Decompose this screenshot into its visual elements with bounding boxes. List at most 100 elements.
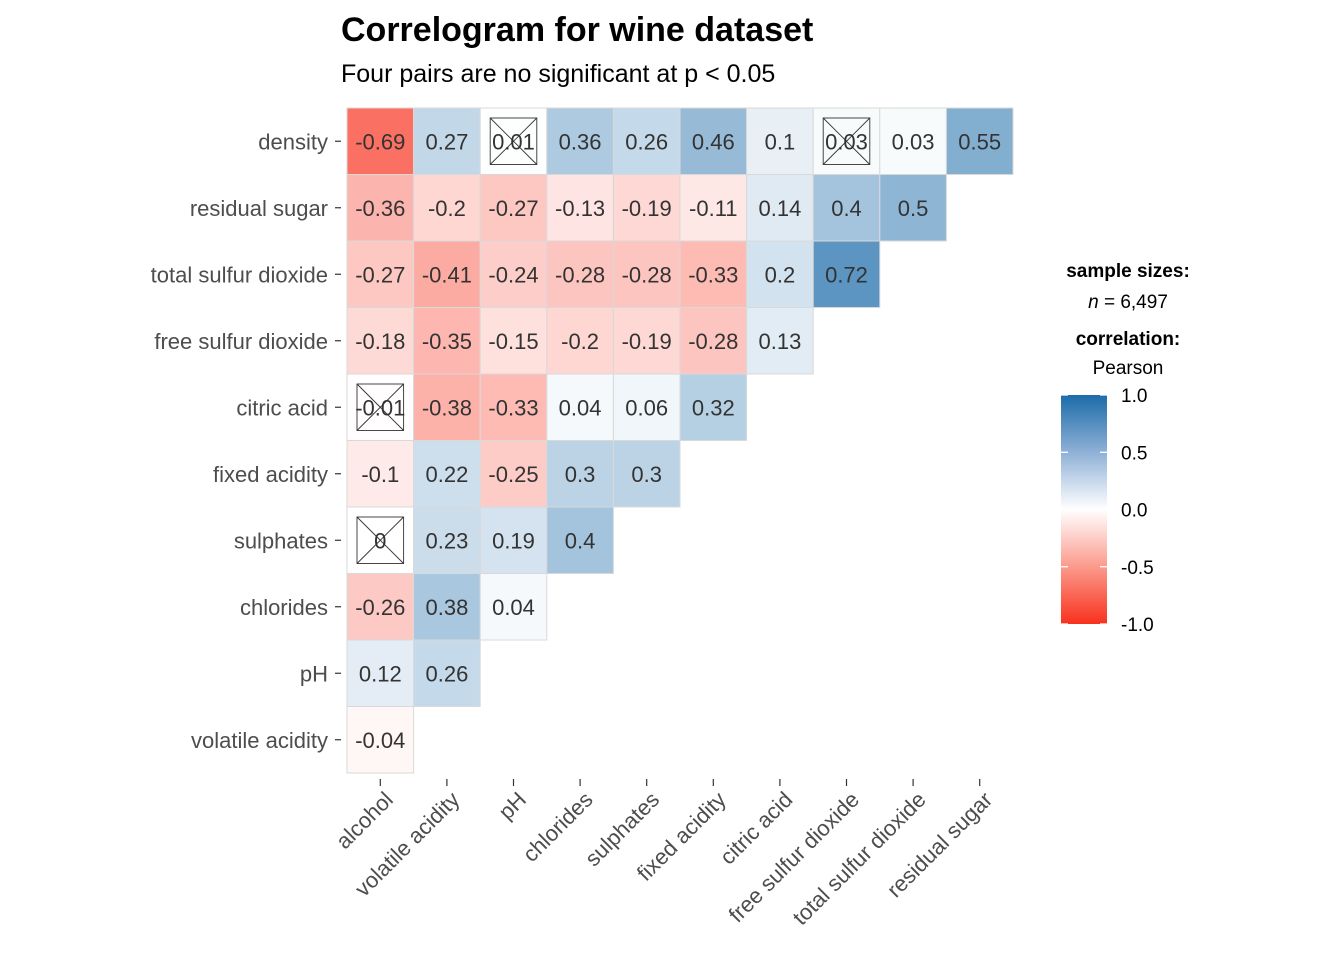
heatmap-cell bbox=[413, 573, 481, 641]
cell-value-label: 0.13 bbox=[758, 329, 801, 354]
y-tick-label: volatile acidity bbox=[191, 728, 328, 753]
legend-tick-label: -1.0 bbox=[1121, 615, 1154, 636]
cell-value-label: 0.14 bbox=[758, 196, 801, 221]
cell-value-label: -0.38 bbox=[422, 395, 472, 420]
heatmap-cell bbox=[346, 107, 415, 175]
cell-value-label: -0.18 bbox=[355, 329, 405, 354]
cell-value-label: 0.5 bbox=[898, 196, 929, 221]
cell-value-label: -0.33 bbox=[488, 395, 538, 420]
heatmap-cell bbox=[679, 174, 748, 242]
cell-value-label: -0.2 bbox=[561, 329, 599, 354]
cell-value-label: 0.26 bbox=[625, 129, 668, 154]
cell-value-label: -0.28 bbox=[555, 262, 605, 287]
cell-value-label: -0.33 bbox=[688, 262, 738, 287]
chart-title: Correlogram for wine dataset bbox=[341, 11, 813, 49]
cell-value-label: 0.3 bbox=[631, 462, 662, 487]
heatmap-cell bbox=[679, 107, 748, 175]
heatmap-cell bbox=[679, 307, 748, 375]
legend-tick-label: 0.0 bbox=[1121, 501, 1147, 522]
cell-value-label: -0.35 bbox=[422, 329, 472, 354]
heatmap-cell bbox=[413, 506, 481, 574]
heatmap-cell bbox=[346, 240, 415, 308]
cell-value-label: 0.36 bbox=[559, 129, 602, 154]
legend-method: Pearson bbox=[1093, 358, 1164, 379]
cell-value-label: 0.38 bbox=[425, 595, 468, 620]
cell-value-label: -0.69 bbox=[355, 129, 405, 154]
cell-value-label: 0.26 bbox=[425, 661, 468, 686]
cell-value-label: -0.27 bbox=[488, 196, 538, 221]
cell-value-label: 0.32 bbox=[692, 395, 735, 420]
heatmap-cell bbox=[413, 639, 481, 707]
heatmap-cell bbox=[346, 706, 415, 774]
heatmap-cell bbox=[413, 107, 481, 175]
heatmap-cell bbox=[612, 373, 681, 441]
cell-value-label: -0.19 bbox=[622, 196, 672, 221]
cell-value-label: 0.12 bbox=[359, 661, 402, 686]
heatmap-cell bbox=[679, 373, 748, 441]
y-tick-label: pH bbox=[300, 661, 328, 686]
x-tick-label: pH bbox=[493, 787, 531, 825]
cell-value-label: 0.27 bbox=[425, 129, 468, 154]
heatmap-cell bbox=[479, 307, 548, 375]
cell-value-label: -0.26 bbox=[355, 595, 405, 620]
cell-value-label: 0.3 bbox=[565, 462, 596, 487]
cell-value-label: 0.22 bbox=[425, 462, 468, 487]
cell-value-label: -0.36 bbox=[355, 196, 405, 221]
cell-value-label: -0.25 bbox=[488, 462, 538, 487]
cell-value-label: -0.24 bbox=[488, 262, 538, 287]
cell-value-label: -0.19 bbox=[622, 329, 672, 354]
y-axis: density residual sugar total sulfur dioxid… bbox=[151, 129, 341, 753]
heatmap-cell bbox=[413, 440, 481, 508]
cell-value-label: 0.23 bbox=[425, 528, 468, 553]
y-tick-label: residual sugar bbox=[190, 196, 328, 221]
heatmap-cell bbox=[413, 174, 481, 242]
cell-value-label: 0.19 bbox=[492, 528, 535, 553]
heatmap-cell bbox=[879, 107, 947, 175]
legend-tick-label: 1.0 bbox=[1121, 386, 1147, 407]
legend-sample-title: sample sizes: bbox=[1066, 261, 1190, 282]
y-tick-label: sulphates bbox=[234, 528, 328, 553]
heatmap-cell bbox=[546, 240, 614, 308]
cell-value-label: 0.2 bbox=[765, 262, 796, 287]
cell-value-label: 0.04 bbox=[559, 395, 602, 420]
heatmap-cell bbox=[612, 107, 681, 175]
cell-value-label: -0.11 bbox=[689, 196, 738, 221]
cell-value-label: 0.03 bbox=[892, 129, 935, 154]
heatmap-cell bbox=[346, 639, 415, 707]
heatmap-cell bbox=[746, 174, 814, 242]
cell-value-label: 0.4 bbox=[565, 528, 596, 553]
legend-sample-size: n = 6,497 bbox=[1088, 292, 1168, 313]
cell-value-label: 0.72 bbox=[825, 262, 868, 287]
non-significant-cross bbox=[822, 117, 871, 165]
y-tick-label: density bbox=[258, 129, 328, 154]
cell-value-label: 0.1 bbox=[765, 129, 796, 154]
cell-value-label: -0.28 bbox=[622, 262, 672, 287]
heatmap-cell bbox=[812, 174, 881, 242]
legend-ticks: 1.0 0.5 0.0 -0.5 -1.0 bbox=[1061, 386, 1154, 636]
heatmap-cell bbox=[546, 506, 614, 574]
cell-value-label: 0.55 bbox=[958, 129, 1001, 154]
heatmap-cell bbox=[812, 240, 881, 308]
heatmap-cell bbox=[612, 440, 681, 508]
cell-value-label: -0.28 bbox=[688, 329, 738, 354]
heatmap-cell bbox=[679, 240, 748, 308]
heatmap-cell bbox=[612, 307, 681, 375]
heatmap-cells: -0.690.270.010.360.260.460.10.030.030.55… bbox=[346, 107, 1014, 774]
cell-value-label: 0.04 bbox=[492, 595, 535, 620]
x-tick-label: alcohol bbox=[331, 787, 398, 854]
legend-n-label: n bbox=[1088, 292, 1099, 313]
y-tick-label: fixed acidity bbox=[213, 462, 328, 487]
cell-value-label: -0.2 bbox=[428, 196, 466, 221]
cell-value-label: -0.13 bbox=[555, 196, 605, 221]
legend-tick-label: 0.5 bbox=[1121, 443, 1147, 464]
heatmap-cell bbox=[479, 506, 548, 574]
y-tick-label: total sulfur dioxide bbox=[151, 262, 328, 287]
heatmap-cell bbox=[546, 440, 614, 508]
heatmap-cell bbox=[945, 107, 1014, 175]
non-significant-cross bbox=[489, 117, 538, 165]
heatmap-cell bbox=[479, 373, 548, 441]
heatmap-cell bbox=[546, 373, 614, 441]
cell-value-label: 0.4 bbox=[831, 196, 862, 221]
